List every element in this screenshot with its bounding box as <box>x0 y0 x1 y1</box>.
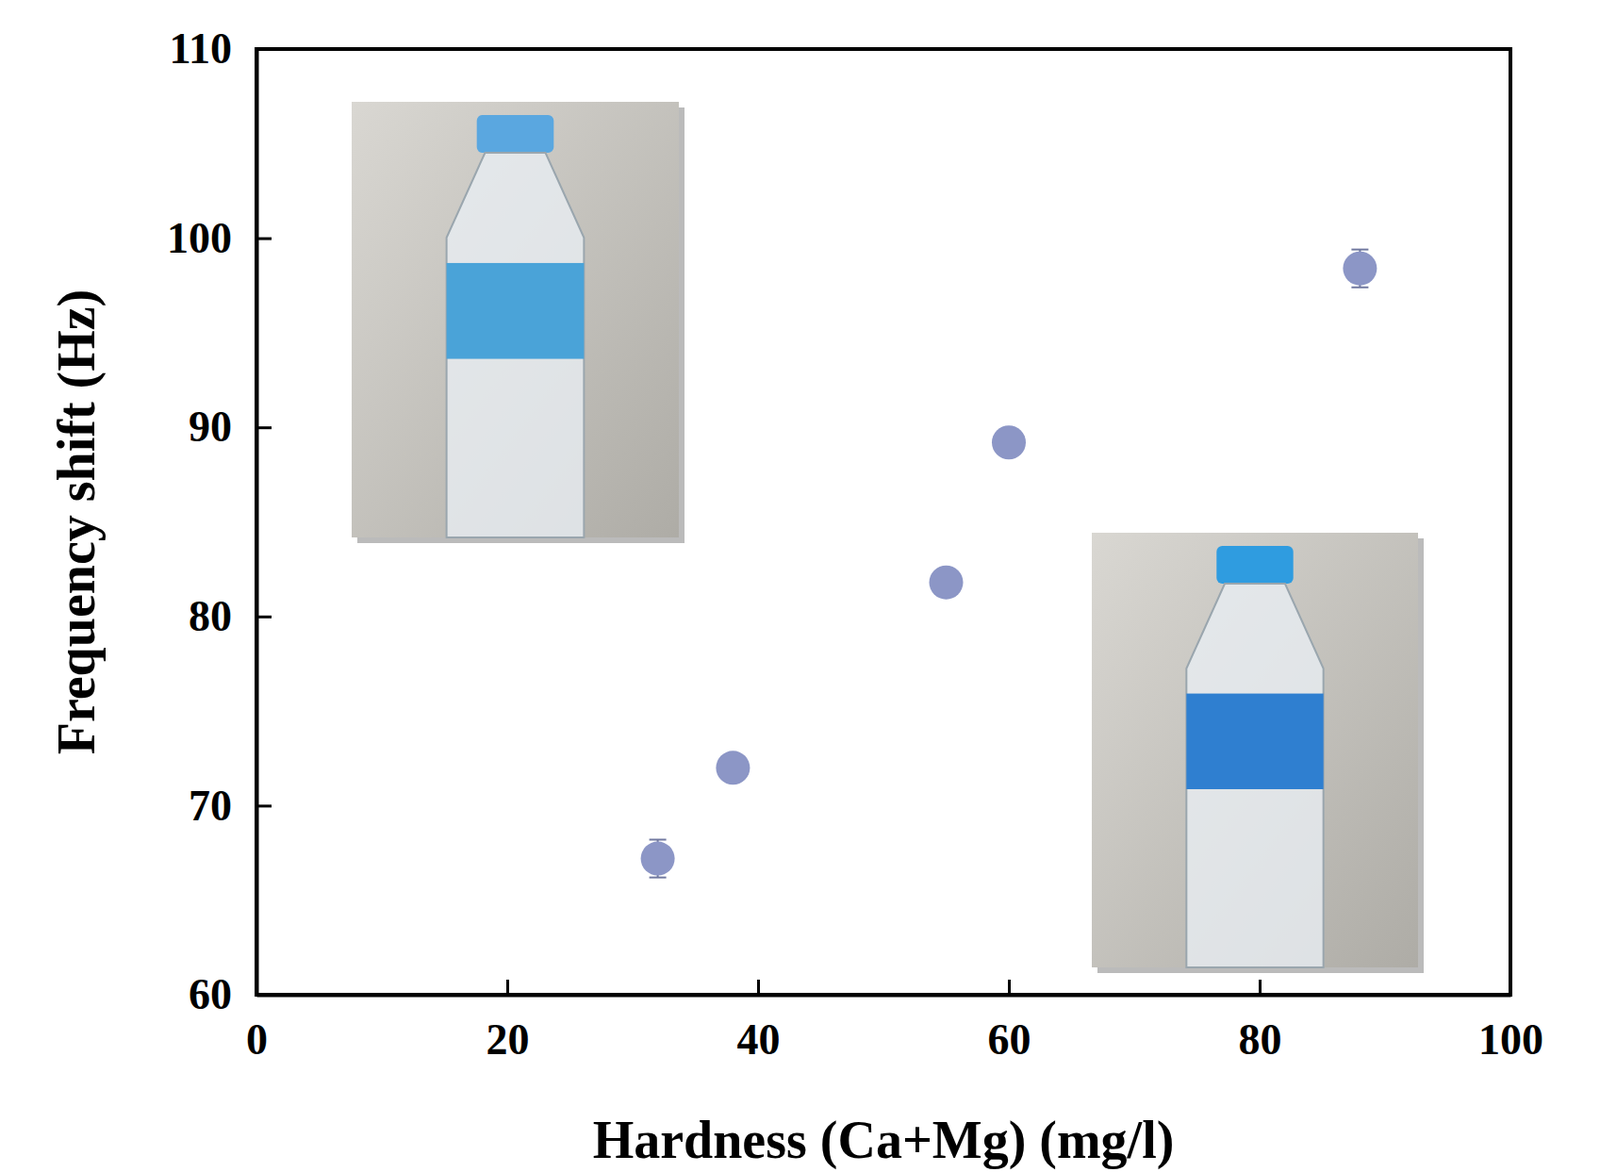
tick-mark <box>506 979 510 995</box>
tick-mark <box>757 979 760 995</box>
bottle-cap <box>1216 545 1293 584</box>
tick: 70 <box>188 781 272 830</box>
tick-label: 60 <box>188 970 232 1019</box>
chart: 0 20 40 60 80 100 60 70 80 90 100 110 Hardness (Ca+M… <box>0 0 1600 1172</box>
plot-area <box>641 249 1378 878</box>
error-cap <box>649 839 667 842</box>
tick: 100 <box>1478 979 1544 1064</box>
tick: 90 <box>188 402 272 451</box>
tick-label: 100 <box>1478 1015 1544 1064</box>
tick-label: 80 <box>1238 1015 1283 1064</box>
tick-label: 80 <box>188 592 232 641</box>
photo-background <box>1091 532 1419 968</box>
tick: 80 <box>188 592 272 641</box>
tick-label: 0 <box>246 1015 268 1064</box>
photo-background <box>351 101 679 538</box>
bottle-cap <box>477 115 555 153</box>
tick: 20 <box>486 979 530 1064</box>
tick-label: 90 <box>188 402 232 451</box>
tick-label: 20 <box>486 1015 530 1064</box>
bottle-body <box>1186 583 1323 968</box>
bottle-label <box>446 263 585 360</box>
tick-mark <box>1007 979 1011 995</box>
tick-mark <box>1258 979 1262 995</box>
tick-mark <box>256 237 272 241</box>
tick: 100 <box>166 214 272 263</box>
axis-line <box>257 993 1512 998</box>
photo-inset <box>351 101 685 544</box>
tick-label: 100 <box>166 214 232 263</box>
point <box>991 425 1026 460</box>
bottle-body <box>446 152 585 538</box>
tick-label: 110 <box>169 24 232 73</box>
point <box>929 565 964 600</box>
tick: 60 <box>988 979 1032 1064</box>
tick-label: 60 <box>988 1015 1032 1064</box>
plot-frame <box>256 49 1511 995</box>
point <box>715 750 750 785</box>
point <box>641 841 676 876</box>
tick-mark <box>1509 979 1513 995</box>
tick: 110 <box>169 24 272 73</box>
point <box>1342 251 1377 286</box>
axis-line <box>255 49 260 996</box>
x-axis-title: Hardness (Ca+Mg) (mg/l) <box>593 1110 1175 1171</box>
tick-mark <box>256 48 272 51</box>
bottle-label <box>1186 693 1323 790</box>
tick: 80 <box>1238 979 1283 1064</box>
x-axis: 0 20 40 60 80 100 <box>246 979 1544 1064</box>
tick-label: 70 <box>188 781 232 830</box>
tick-mark <box>256 993 272 997</box>
error-cap <box>1351 286 1369 289</box>
tick-mark <box>256 804 272 808</box>
y-axis-title: Frequency shift (Hz) <box>47 289 107 756</box>
tick-mark <box>256 615 272 619</box>
tick: 60 <box>188 970 272 1019</box>
tick-mark <box>256 426 272 429</box>
error-cap <box>649 876 667 879</box>
tick-label: 40 <box>737 1015 781 1064</box>
error-cap <box>1351 248 1369 251</box>
tick: 40 <box>737 979 781 1064</box>
photo-inset <box>1091 532 1424 974</box>
y-axis: 60 70 80 90 100 110 <box>166 24 272 1019</box>
